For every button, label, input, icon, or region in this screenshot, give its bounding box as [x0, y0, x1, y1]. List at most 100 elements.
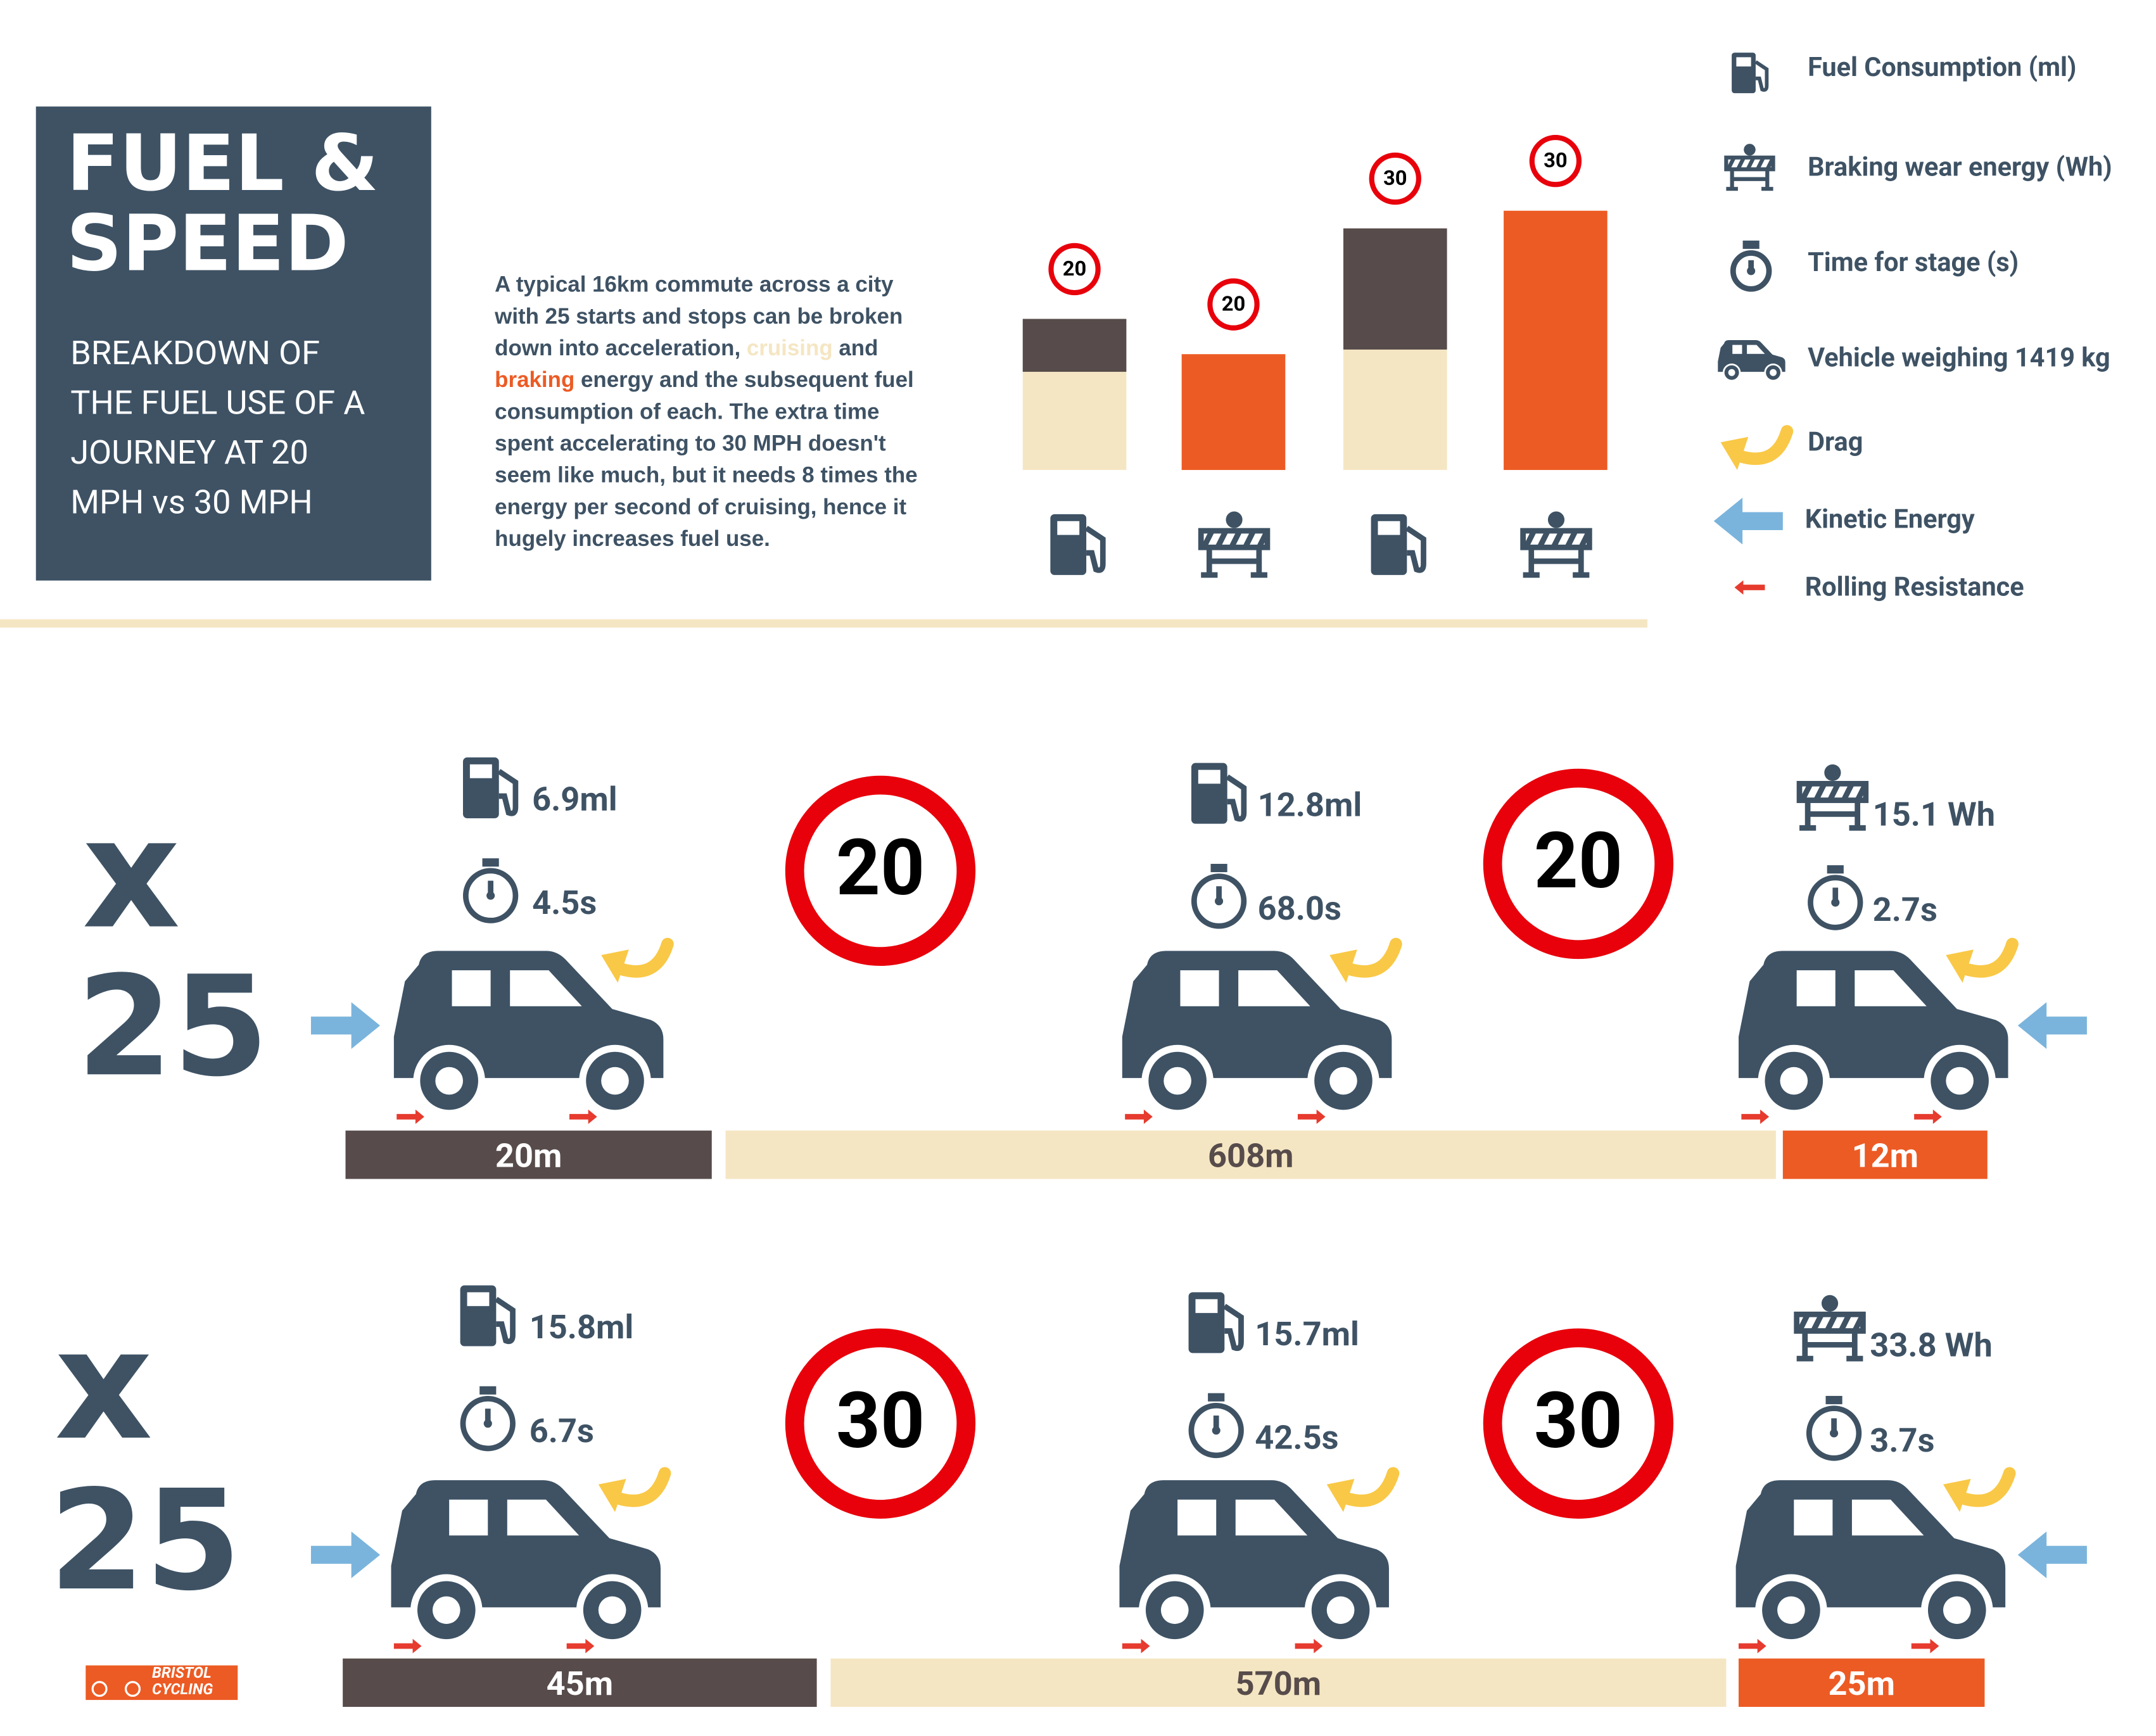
header-title: SPEED: [67, 199, 349, 289]
speed-sign: [785, 775, 976, 966]
barrier-legs: [1201, 547, 1267, 578]
arrow-head: [1760, 1109, 1770, 1124]
watch-center: [483, 1419, 492, 1428]
car: [393, 951, 664, 1117]
pump-icon: [1732, 53, 1769, 94]
stage-value-label: 12.8ml: [1258, 785, 1362, 824]
stage-value-label: 6.9ml: [532, 780, 617, 819]
watch-center: [486, 891, 495, 900]
car-window: [1796, 970, 1836, 1006]
car-hub: [1164, 1067, 1191, 1095]
distance-label: 25m: [1829, 1664, 1895, 1703]
logo-wheel: [124, 1681, 141, 1697]
speed-sign-label: 30: [836, 1376, 925, 1466]
car-window: [1238, 970, 1310, 1006]
drag-head: [1946, 949, 1974, 983]
drag-arrow: [1959, 937, 2019, 978]
car-hub: [1770, 369, 1777, 376]
speed-sign-label: 30: [1383, 166, 1407, 190]
distance-label: 570m: [1236, 1664, 1321, 1703]
arrow-head: [1141, 1638, 1150, 1654]
watch-button: [1825, 1396, 1842, 1405]
multiplier-x: x: [54, 1296, 153, 1474]
summary-bar: [1504, 210, 1607, 471]
legend-label: Time for stage (s): [1808, 248, 2019, 278]
barrier-stripes: [1726, 156, 1775, 170]
barrier-legs: [1726, 169, 1773, 191]
watch-face: [462, 868, 519, 923]
arrow-head: [415, 1109, 424, 1124]
car-hub: [601, 1067, 629, 1095]
car-hub: [432, 1596, 460, 1625]
pump-hose: [497, 769, 519, 816]
drag-head: [598, 1478, 626, 1512]
car-hub: [1728, 369, 1735, 376]
speed-sign-label: 30: [1534, 1376, 1623, 1466]
pump-window: [1195, 1299, 1218, 1314]
pump-icon: [1371, 514, 1426, 575]
watch-button: [1827, 865, 1844, 874]
logo-text: CYCLING: [152, 1680, 213, 1698]
speed-sign-label: 20: [1063, 257, 1087, 281]
pump-window: [467, 1292, 490, 1307]
intro-text: A typical 16km commute across a city wit…: [495, 274, 903, 361]
summary-bar: [1343, 349, 1447, 471]
barrier-icon: [1794, 1295, 1866, 1362]
legend-label: Rolling Resistance: [1805, 573, 2024, 603]
car: [1718, 339, 1785, 382]
car-hub: [1329, 1067, 1357, 1095]
intro-text: and: [832, 337, 878, 361]
stage-time: 68.0s: [1258, 889, 1341, 928]
stage-value-label: 33.8 Wh: [1870, 1326, 1992, 1365]
car: [1735, 1480, 2006, 1646]
logo-text: BRISTOL: [152, 1664, 212, 1682]
barrier-icon: [1520, 511, 1592, 578]
speed-sign: [1048, 243, 1101, 296]
drag-head: [1326, 1478, 1355, 1512]
distance-label: 20m: [495, 1136, 562, 1175]
drag-arrow: [1956, 1467, 2016, 1507]
watch-face: [1808, 875, 1863, 930]
car-window: [1794, 1499, 1833, 1536]
barrier-icon: [1724, 144, 1775, 191]
watch-face: [1191, 873, 1247, 929]
header-subtitle: THE FUEL USE OF A: [70, 383, 365, 422]
pump-hose: [1226, 774, 1247, 822]
pump-hose: [494, 1296, 516, 1345]
watch-button: [1742, 240, 1760, 249]
car-hub: [1326, 1596, 1355, 1625]
barrier-icon: [1796, 764, 1869, 831]
stage-time: 6.7s: [529, 1411, 594, 1450]
car-hub: [1160, 1596, 1189, 1625]
speed-sign-label: 20: [1222, 292, 1246, 316]
legend-label: Fuel Consumption (ml): [1808, 53, 2076, 83]
pump-icon: [460, 1285, 516, 1346]
pump-hose: [1222, 1303, 1244, 1352]
pump-icon: [462, 757, 519, 818]
barrier-stripes: [1799, 782, 1868, 802]
watch-center: [1831, 898, 1840, 907]
car-hub: [598, 1596, 626, 1625]
arrow-head: [588, 1109, 597, 1124]
speed-sign: [1369, 152, 1421, 205]
stage-time: 3.7s: [1870, 1421, 1934, 1460]
car-hub: [435, 1067, 463, 1095]
drag-head: [1720, 436, 1749, 471]
summary-bar: [1022, 319, 1127, 372]
pump-icon: [1050, 514, 1106, 575]
header-subtitle: MPH vs 30 MPH: [70, 482, 312, 521]
barrier-stripes: [1201, 529, 1270, 549]
watch-button: [482, 858, 499, 867]
multiplier-count: 25: [49, 1460, 241, 1621]
stage-value-label: 15.8ml: [529, 1307, 634, 1346]
pump-hose: [1084, 526, 1106, 573]
watch-center: [1212, 1426, 1221, 1435]
multiplier-x: x: [82, 785, 181, 963]
arrow-head: [1932, 1109, 1942, 1124]
pump-window: [1198, 770, 1221, 784]
pump-window: [1057, 521, 1080, 535]
distance-bar: [830, 1658, 1727, 1707]
logo-wheel: [91, 1681, 108, 1697]
arrow-head: [1316, 1109, 1326, 1124]
